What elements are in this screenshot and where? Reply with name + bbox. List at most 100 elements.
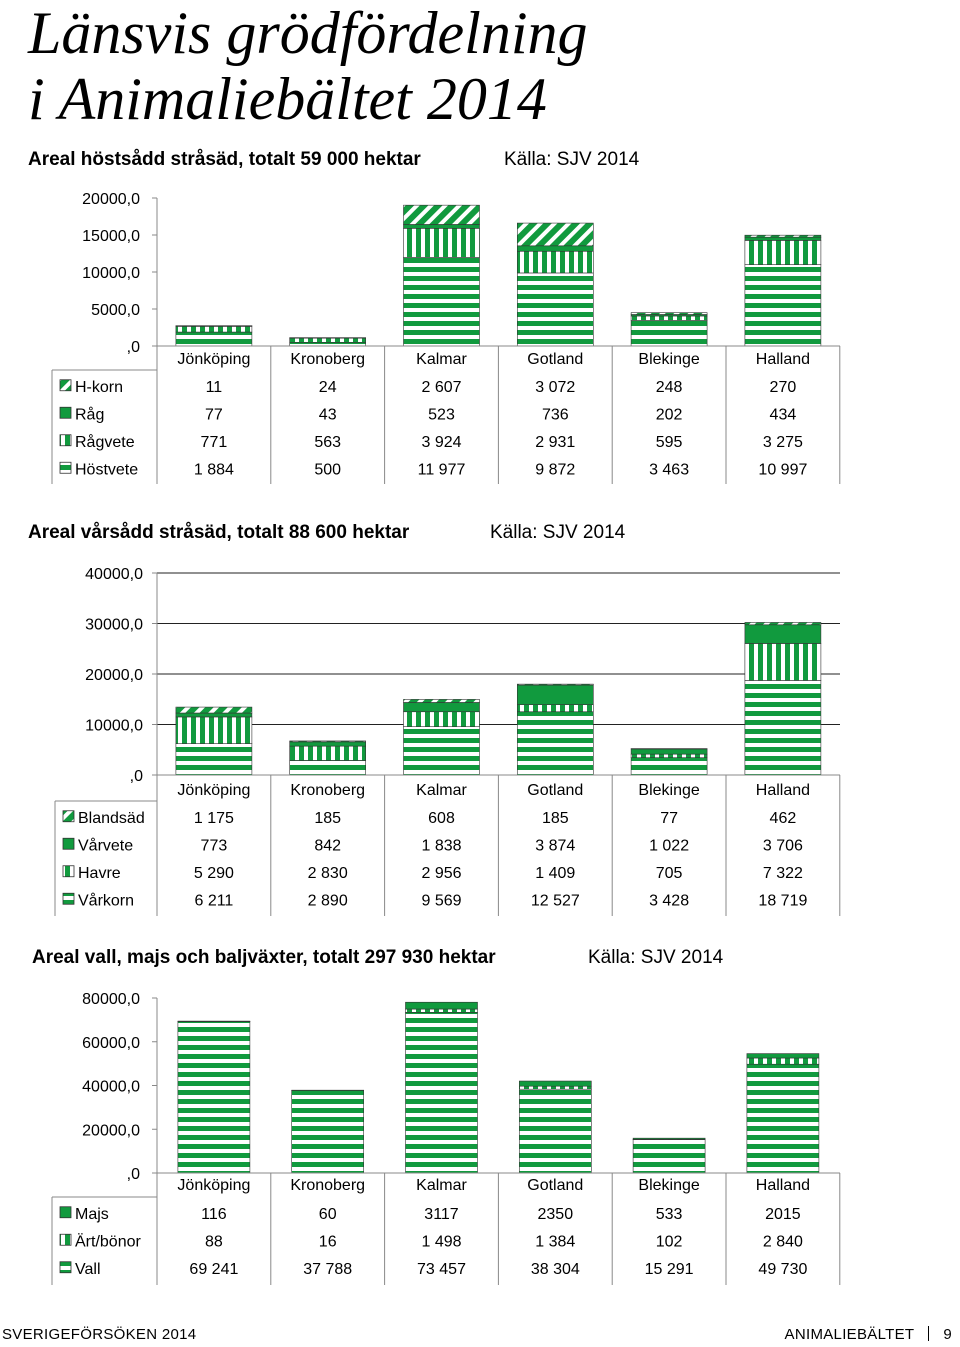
bar-segment — [175, 743, 253, 776]
data-label: 1 409 — [535, 865, 575, 882]
bar-stack-j-nk-ping — [177, 1020, 251, 1174]
bar-segment — [403, 699, 480, 703]
category-label: Kalmar — [416, 1177, 467, 1194]
data-label: 2 931 — [535, 434, 575, 451]
page-footer: SVERIGEFÖRSÖKEN 2014 ANIMALIEBÄLTET 9 — [0, 1326, 960, 1346]
bar-segment — [516, 711, 594, 776]
data-label: 185 — [314, 810, 341, 827]
legend-label: Havre — [78, 865, 121, 882]
legend-label: Vall — [75, 1261, 101, 1278]
bar-segment — [291, 1090, 365, 1174]
chart-svg: 20000,0 15000,0 10000,0 5000,0 ,0 Jönköping Kr… — [51, 191, 841, 484]
category-label: Kronoberg — [290, 1177, 365, 1194]
data-label: 3 072 — [535, 379, 575, 396]
data-label: 10 997 — [758, 461, 807, 478]
data-label: 43 — [319, 406, 337, 423]
data-label: 773 — [201, 837, 228, 854]
y-tick-label: 40000,0 — [85, 566, 143, 583]
data-label: 595 — [656, 434, 683, 451]
bar-segment — [746, 1063, 820, 1174]
bar-stack-kalmar — [405, 1001, 478, 1174]
data-label: 462 — [770, 810, 797, 827]
data-label: 6 211 — [194, 892, 233, 909]
bar-segment — [289, 741, 367, 747]
bar-segment — [632, 1139, 706, 1174]
bar-segment — [630, 315, 708, 321]
bar-segment — [516, 245, 594, 252]
bar-stack-gotland — [518, 1080, 592, 1174]
data-label: 185 — [542, 810, 569, 827]
legend-key-v-rvete — [62, 837, 75, 850]
bar-stack-kalmar — [403, 204, 480, 347]
bar-segment — [744, 680, 822, 776]
category-label: Halland — [756, 782, 810, 799]
category-label: Gotland — [527, 782, 583, 799]
bar-segment — [403, 702, 480, 713]
data-label: 2 956 — [421, 865, 461, 882]
bar-segment — [632, 1137, 706, 1140]
data-label: 7 322 — [763, 865, 803, 882]
legend-label: H-korn — [75, 379, 123, 396]
legend-label: Råg — [75, 405, 104, 423]
data-label: 1 022 — [649, 837, 689, 854]
y-tick-label: 20000,0 — [82, 1122, 140, 1139]
y-tick-label: 30000,0 — [85, 617, 143, 634]
y-tick-label: 20000,0 — [85, 667, 143, 684]
data-label: 3 428 — [649, 892, 689, 909]
data-label: 1 838 — [421, 837, 461, 854]
data-label: 705 — [656, 865, 683, 882]
legend-key-v-rkorn — [62, 892, 75, 905]
data-label: 3 706 — [763, 837, 803, 854]
category-label: Halland — [756, 1177, 810, 1194]
data-label: 523 — [428, 406, 455, 423]
data-label: 11 977 — [418, 461, 466, 478]
page-title-line-1: Länsvis grödfördelning — [28, 0, 588, 66]
data-label: 73 457 — [417, 1261, 466, 1278]
data-label: 842 — [314, 837, 341, 854]
bar-segment — [630, 748, 708, 755]
chart-svg: 40000,0 30000,0 20000,0 10000,0 ,0 Jönköping K… — [54, 566, 841, 916]
data-label: 2350 — [538, 1206, 574, 1223]
legend-key-havre — [62, 865, 75, 878]
y-tick-label: 40000,0 — [82, 1079, 140, 1096]
bar-stack-kronoberg — [291, 1089, 365, 1174]
footer-section-label: ANIMALIEBÄLTET — [784, 1326, 915, 1343]
y-tick-label: 80000,0 — [82, 991, 140, 1008]
data-label: 3117 — [424, 1206, 459, 1223]
y-tick-label: 5000,0 — [91, 302, 140, 319]
bar-segment — [403, 228, 480, 258]
bar-stack-halland — [744, 622, 822, 776]
bar-segment — [744, 240, 822, 265]
category-label: Jönköping — [177, 1177, 250, 1194]
data-label: 270 — [770, 379, 797, 396]
chart-2-title: Areal vårsådd stråsäd, totalt 88 600 hek… — [28, 522, 410, 543]
data-label: 248 — [656, 379, 683, 396]
y-tick-label: ,0 — [130, 768, 143, 785]
chart-3-vall-majs: 80000,0 60000,0 40000,0 20000,0 ,0 Jönköping K… — [0, 980, 960, 1285]
page-title: Länsvis grödfördelning i Animaliebältet … — [28, 0, 587, 132]
data-label: 3 275 — [763, 434, 803, 451]
category-label: Kronoberg — [290, 351, 365, 368]
chart-2-source: Källa: SJV 2014 — [490, 522, 626, 543]
data-label: 434 — [770, 406, 797, 423]
chart-1-hostsadd: 20000,0 15000,0 10000,0 5000,0 ,0 Jönköping Kr… — [0, 184, 960, 484]
bar-stack-j-nk-ping — [175, 325, 253, 347]
bar-stack-blekinge — [630, 312, 708, 347]
bar-segment — [175, 712, 253, 718]
bar-segment — [744, 264, 822, 347]
bar-stack-halland — [746, 1053, 820, 1174]
data-label: 1 498 — [421, 1233, 461, 1250]
bar-segment — [744, 643, 822, 681]
data-label: 3 874 — [535, 837, 575, 854]
legend-key-blands-d — [62, 810, 75, 823]
y-tick-label: 10000,0 — [82, 265, 140, 282]
data-label: 2 840 — [763, 1233, 803, 1250]
legend-label: Vårvete — [78, 836, 133, 854]
data-label: 1 884 — [194, 461, 234, 478]
category-label: Kalmar — [416, 351, 467, 368]
legend-key--rt-b-nor — [59, 1233, 72, 1246]
chart-3-header: Areal vall, majs och baljväxter, totalt … — [0, 946, 960, 976]
bar-stack-halland — [744, 234, 822, 347]
category-label: Blekinge — [638, 1177, 699, 1194]
category-label: Kronoberg — [290, 782, 365, 799]
